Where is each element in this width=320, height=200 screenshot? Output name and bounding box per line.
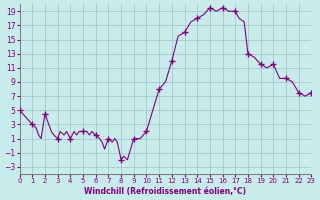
X-axis label: Windchill (Refroidissement éolien,°C): Windchill (Refroidissement éolien,°C) bbox=[84, 187, 246, 196]
